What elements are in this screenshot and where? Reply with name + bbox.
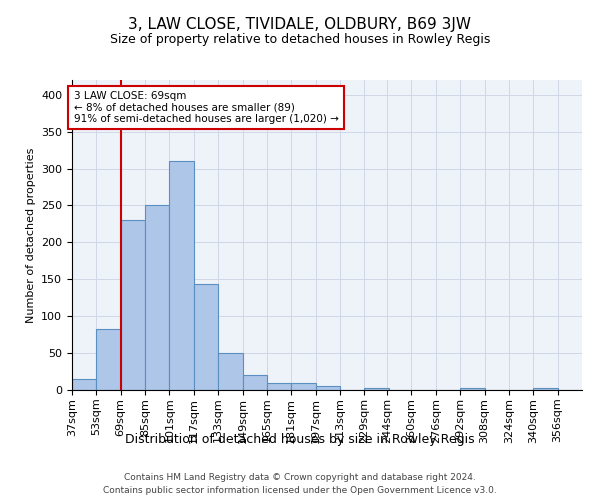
Bar: [460, 388, 485, 390]
Bar: [72, 379, 97, 390]
Bar: [194, 284, 218, 390]
Bar: [169, 161, 194, 390]
Text: 3, LAW CLOSE, TIVIDALE, OLDBURY, B69 3JW: 3, LAW CLOSE, TIVIDALE, OLDBURY, B69 3JW: [128, 18, 472, 32]
Y-axis label: Number of detached properties: Number of detached properties: [26, 148, 35, 322]
Text: Contains public sector information licensed under the Open Government Licence v3: Contains public sector information licen…: [103, 486, 497, 495]
Text: Contains HM Land Registry data © Crown copyright and database right 2024.: Contains HM Land Registry data © Crown c…: [124, 472, 476, 482]
Text: Distribution of detached houses by size in Rowley Regis: Distribution of detached houses by size …: [125, 432, 475, 446]
Bar: [267, 382, 291, 390]
Bar: [218, 353, 242, 390]
Bar: [291, 382, 316, 390]
Bar: [97, 330, 121, 390]
Bar: [364, 388, 389, 390]
Bar: [533, 388, 557, 390]
Bar: [316, 386, 340, 390]
Bar: [145, 206, 169, 390]
Bar: [121, 220, 145, 390]
Text: 3 LAW CLOSE: 69sqm
← 8% of detached houses are smaller (89)
91% of semi-detached: 3 LAW CLOSE: 69sqm ← 8% of detached hous…: [74, 91, 338, 124]
Text: Size of property relative to detached houses in Rowley Regis: Size of property relative to detached ho…: [110, 32, 490, 46]
Bar: [242, 375, 267, 390]
